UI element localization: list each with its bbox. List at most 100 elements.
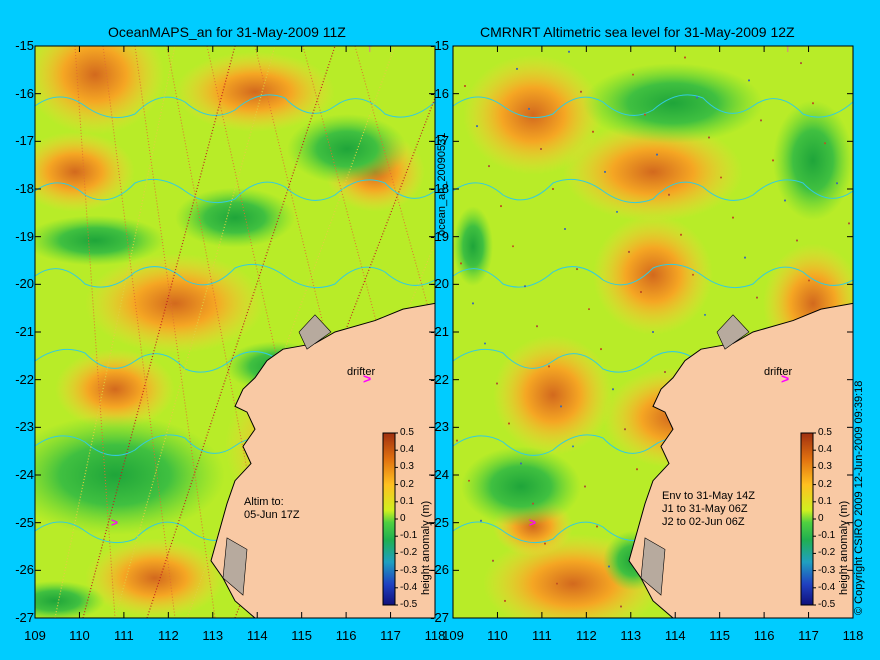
lat-tick-label: -26 <box>15 562 34 578</box>
observation-dot <box>480 519 482 522</box>
low-anomaly-blob <box>461 446 581 527</box>
observation-dot <box>640 290 642 293</box>
high-anomaly-blob <box>35 46 165 135</box>
australia-landmass <box>210 302 435 618</box>
lon-tick-label: 112 <box>575 628 597 643</box>
observation-dot <box>664 371 666 374</box>
lat-tick-label: -25 <box>15 514 34 530</box>
observation-dot <box>544 542 546 545</box>
colorbar-tick-label: 0.5 <box>818 427 832 438</box>
high-anomaly-blob <box>85 537 225 618</box>
contour-line <box>453 263 853 289</box>
low-anomaly-blob <box>773 100 853 221</box>
observation-dot <box>596 525 598 528</box>
low-anomaly-blob <box>35 415 225 535</box>
observation-dot <box>636 468 638 471</box>
lon-tick-label: 116 <box>753 628 775 643</box>
contour-line <box>35 178 435 204</box>
lon-tick-label: 118 <box>842 628 864 643</box>
lon-tick-label: 118 <box>424 628 446 643</box>
observation-dot <box>540 147 542 150</box>
colorbar-tick-label: 0.4 <box>400 444 414 456</box>
observation-dot <box>456 439 458 442</box>
drifter-marker: ↑ <box>367 41 373 55</box>
observation-dot <box>784 199 786 202</box>
observation-dot <box>528 107 530 110</box>
colorbar-tick-label: 0 <box>400 513 406 524</box>
observation-dot <box>704 313 706 316</box>
observation-dot <box>744 256 746 259</box>
lon-tick-label: 116 <box>335 628 357 643</box>
altimeter-track <box>146 46 336 618</box>
lat-tick-label: -19 <box>430 228 449 244</box>
lon-tick-label: 111 <box>531 628 552 643</box>
observation-dot <box>628 250 630 253</box>
colorbar-tick-label: -0.1 <box>400 530 418 542</box>
observation-dot <box>516 67 518 70</box>
observation-dot <box>756 296 758 299</box>
observation-dot <box>612 388 614 391</box>
high-anomaly-blob <box>175 51 335 132</box>
lon-tick-label: 112 <box>157 628 179 643</box>
copyright-label: © Copyright CSIRO 2009 12-Jun-2009 09:39… <box>853 380 865 615</box>
lat-tick-label: -18 <box>15 181 34 196</box>
lon-tick-label: 109 <box>442 628 464 643</box>
lon-tick-label: 117 <box>798 628 819 643</box>
observation-dot <box>760 119 762 122</box>
lat-tick-label: -25 <box>430 514 449 530</box>
lat-tick-label: -20 <box>15 276 34 292</box>
lat-tick-label: -21 <box>15 324 34 339</box>
observation-dot <box>796 239 798 242</box>
observation-dot <box>552 188 554 190</box>
observation-dot <box>584 485 586 488</box>
left-drifter-label: drifter <box>347 366 376 378</box>
lat-tick-label: -20 <box>430 276 449 292</box>
drifter-marker: > <box>111 515 118 529</box>
colorbar-tick-label: 0.4 <box>818 444 832 456</box>
lon-tick-label: 113 <box>202 628 224 643</box>
observation-dot <box>576 268 578 271</box>
low-anomaly-blob <box>35 580 105 618</box>
right-env-annotation: Env to 31-May 14Z J1 to 31-May 06Z J2 to… <box>662 490 755 528</box>
lat-tick-label: -22 <box>430 371 449 387</box>
observation-dot <box>524 285 526 288</box>
observation-dot <box>808 279 810 282</box>
australia-landmass <box>628 302 853 618</box>
low-anomaly-blob <box>35 215 165 266</box>
observation-dot <box>484 342 486 345</box>
high-anomaly-blob <box>85 253 265 354</box>
observation-dot <box>572 445 574 448</box>
contour-line <box>453 178 853 204</box>
lat-tick-label: -24 <box>430 467 449 482</box>
shelf-island <box>298 314 332 350</box>
left-panel-title: OceanMAPS_an for 31-May-2009 11Z <box>108 24 346 40</box>
drifter-marker: ↑ <box>785 41 791 55</box>
lon-tick-label: 114 <box>664 628 686 643</box>
high-anomaly-blob <box>35 131 135 212</box>
lat-tick-label: -17 <box>15 133 34 149</box>
observation-dot <box>600 348 602 351</box>
high-anomaly-blob <box>493 334 613 455</box>
observation-dot <box>564 228 566 231</box>
lat-tick-label: -15 <box>430 38 449 53</box>
drifter-marker: > <box>781 370 789 386</box>
altimeter-track <box>74 46 116 618</box>
observation-dot <box>496 382 498 385</box>
lon-tick-label: 117 <box>380 628 401 643</box>
observation-dot <box>652 331 654 333</box>
lon-tick-label: 110 <box>487 628 508 643</box>
lat-tick-label: -19 <box>15 228 34 244</box>
observation-dot <box>708 136 710 139</box>
observation-dot <box>492 559 494 562</box>
observation-dot <box>732 216 734 219</box>
shark-bay <box>222 537 248 596</box>
altimeter-track <box>102 46 176 618</box>
observation-dot <box>556 582 558 585</box>
observation-dot <box>620 605 622 608</box>
observation-dot <box>772 159 774 162</box>
lat-tick-label: -21 <box>430 324 449 339</box>
lat-tick-label: -17 <box>430 133 449 149</box>
colorbar-tick-label: 0 <box>818 513 824 524</box>
observation-dot <box>488 165 490 168</box>
observation-dot <box>588 308 590 311</box>
